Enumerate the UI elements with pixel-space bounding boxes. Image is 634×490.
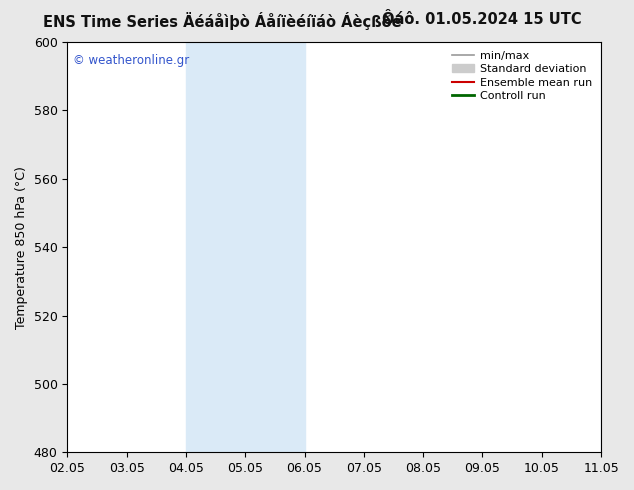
Legend: min/max, Standard deviation, Ensemble mean run, Controll run: min/max, Standard deviation, Ensemble me…	[449, 48, 595, 104]
Bar	[631, 42, 634, 452]
Y-axis label: Temperature 850 hPa (°C): Temperature 850 hPa (°C)	[15, 166, 28, 329]
Text: © weatheronline.gr: © weatheronline.gr	[73, 54, 189, 67]
Text: ENS Time Series Äéáåìþò Áåíïèéíïáò Áèçßðé: ENS Time Series Äéáåìþò Áåíïèéíïáò Áèçßð…	[42, 12, 401, 30]
Text: Ôáô. 01.05.2024 15 UTC: Ôáô. 01.05.2024 15 UTC	[382, 12, 581, 27]
Bar	[245, 42, 304, 452]
Bar	[601, 42, 631, 452]
Bar	[186, 42, 245, 452]
